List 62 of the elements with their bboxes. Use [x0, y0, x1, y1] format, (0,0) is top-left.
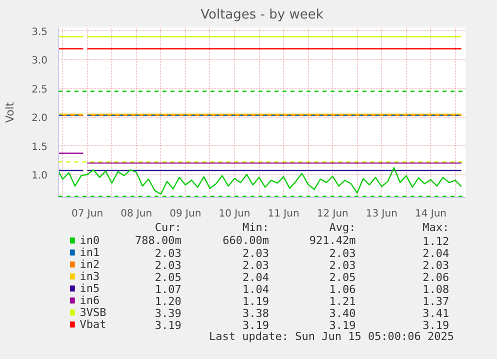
- text: 2.04: [422, 247, 450, 260]
- legend-label: in2: [80, 258, 100, 271]
- text: Max:: [422, 221, 450, 234]
- text: Min:: [242, 221, 269, 234]
- y-tick-label: 2.0: [32, 113, 48, 124]
- text: 3.40: [329, 307, 356, 320]
- x-tick-label: 07 Jun: [72, 208, 104, 220]
- legend-label: in5: [80, 282, 100, 295]
- text: 3.19: [422, 319, 450, 332]
- y-tick-label: 3.5: [32, 26, 48, 38]
- text: Cur:: [154, 221, 182, 234]
- text: 2.03: [242, 259, 269, 272]
- text: Avg:: [329, 221, 356, 234]
- chart-title: Voltages - by week: [200, 8, 324, 22]
- text: 3.39: [154, 307, 182, 320]
- text: 3.38: [242, 307, 269, 320]
- text: 2.05: [154, 271, 182, 284]
- text: 2.05: [329, 271, 356, 284]
- text: 1.21: [329, 295, 356, 308]
- y-axis-title: Volt: [4, 101, 17, 123]
- y-tick-label: 3.0: [32, 56, 48, 67]
- x-tick-label: 10 Jun: [218, 208, 250, 220]
- x-tick-label: 13 Jun: [366, 208, 398, 220]
- text: 2.03: [329, 259, 356, 272]
- text: 2.03: [242, 247, 269, 260]
- text: 1.04: [242, 283, 270, 296]
- text: Last update: Sun Jun 15 05:00:06 2025: [209, 330, 454, 343]
- text: 1.37: [422, 295, 450, 308]
- x-tick-label: 12 Jun: [316, 208, 348, 220]
- legend-label: in0: [80, 234, 100, 247]
- x-tick-label: 11 Jun: [268, 208, 300, 220]
- text: 3.19: [154, 319, 182, 332]
- text: 3.19: [242, 319, 269, 332]
- x-tick-label: 09 Jun: [170, 208, 202, 220]
- text: 1.06: [329, 283, 356, 296]
- text: 2.03: [154, 259, 182, 272]
- text: 1.20: [154, 295, 182, 308]
- text: 1.08: [422, 283, 450, 296]
- legend-label: in1: [80, 246, 100, 259]
- text: 1.19: [242, 295, 269, 308]
- y-tick-label: 2.5: [32, 84, 48, 96]
- text: 921.42m: [309, 234, 356, 247]
- text: 2.03: [154, 247, 182, 260]
- legend-label: 3VSB: [80, 306, 107, 319]
- text: 1.12: [422, 235, 450, 248]
- text: 2.06: [422, 271, 450, 284]
- text: 2.03: [329, 247, 356, 260]
- text: 660.00m: [222, 234, 270, 247]
- legend-label: in6: [80, 294, 100, 307]
- x-tick-label: 08 Jun: [120, 208, 152, 220]
- y-tick-label: 1.5: [32, 142, 48, 153]
- text: 2.04: [242, 271, 270, 284]
- text: 3.41: [422, 307, 450, 320]
- text: 1.07: [154, 283, 182, 296]
- text: 788.00m: [134, 234, 182, 247]
- x-tick-label: 14 Jun: [414, 208, 447, 220]
- text: 3.19: [329, 319, 356, 332]
- legend-label: Vbat: [80, 318, 106, 331]
- line-series: [58, 167, 462, 195]
- legend-label: in3: [80, 270, 100, 283]
- text: 2.03: [422, 259, 450, 272]
- y-tick-label: 1.0: [32, 170, 48, 182]
